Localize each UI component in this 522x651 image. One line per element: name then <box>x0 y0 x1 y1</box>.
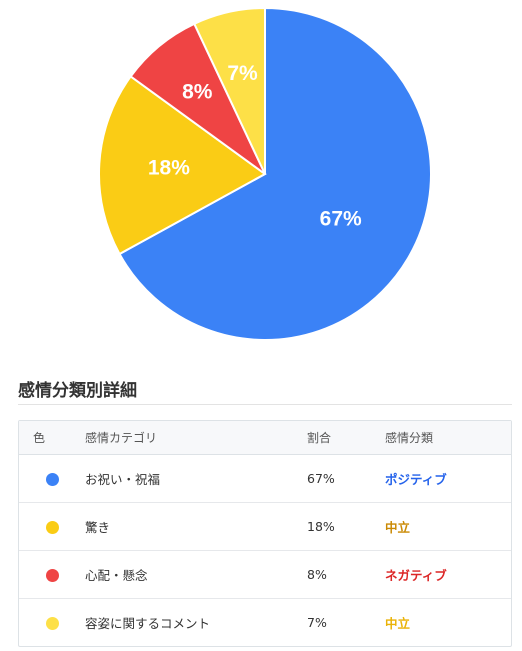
header-color: 色 <box>19 421 85 455</box>
section-divider <box>18 404 512 405</box>
pie-slice <box>97 75 267 256</box>
row-category: 容姿に関するコメント <box>85 616 211 631</box>
row-ratio: 18% <box>307 502 385 551</box>
table-row: 心配・懸念 8% ネガティブ <box>19 550 511 599</box>
header-category: 感情カテゴリ <box>85 421 307 455</box>
row-category: 驚き <box>85 502 307 551</box>
row-category: お祝い・祝福 <box>85 454 307 503</box>
row-ratio: 7% <box>307 615 327 630</box>
row-category: 心配・懸念 <box>85 550 307 599</box>
color-dot <box>45 521 59 534</box>
color-dot <box>45 617 59 630</box>
table-row: お祝い・祝福 67% ポジティブ <box>19 454 511 503</box>
table-row: 驚き 18% 中立 <box>19 502 511 551</box>
classification-tag: ネガティブ <box>385 568 447 583</box>
pie-slice-label: 18% <box>148 157 190 180</box>
pie-chart: 67% 18% 8% 7% <box>97 6 432 341</box>
color-dot <box>45 569 59 582</box>
pie-slice-label: 8% <box>182 81 213 104</box>
pie-slice-label: 7% <box>227 62 258 85</box>
pie-slice-label: 67% <box>320 207 362 230</box>
section-title: 感情分類別詳細 <box>18 381 137 401</box>
row-ratio: 67% <box>307 454 385 503</box>
row-ratio: 8% <box>307 550 385 599</box>
classification-tag: 中立 <box>385 520 411 535</box>
header-ratio: 割合 <box>307 421 385 455</box>
table-header-row: 色 感情カテゴリ 割合 感情分類 <box>19 421 511 455</box>
classification-tag: ポジティブ <box>385 472 447 487</box>
header-classification: 感情分類 <box>385 421 511 455</box>
pie-slice <box>118 6 432 341</box>
color-dot <box>45 473 59 486</box>
table-row: 容姿に関するコメント 7% 中立 <box>19 599 511 647</box>
classification-tag: 中立 <box>385 616 411 631</box>
emotion-table: 色 感情カテゴリ 割合 感情分類 お祝い・祝福 67% ポジティブ 驚き 18%… <box>18 420 512 647</box>
pie-slice <box>192 6 266 175</box>
